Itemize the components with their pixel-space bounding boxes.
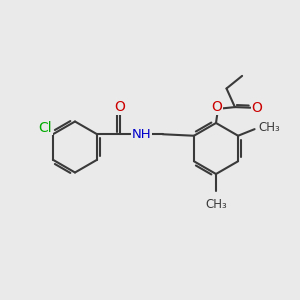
Text: O: O — [114, 100, 125, 114]
Text: NH: NH — [132, 128, 151, 141]
Text: O: O — [212, 100, 222, 114]
Text: CH₃: CH₃ — [205, 198, 227, 211]
Text: Cl: Cl — [39, 121, 52, 135]
Text: CH₃: CH₃ — [258, 121, 280, 134]
Text: O: O — [252, 101, 262, 115]
